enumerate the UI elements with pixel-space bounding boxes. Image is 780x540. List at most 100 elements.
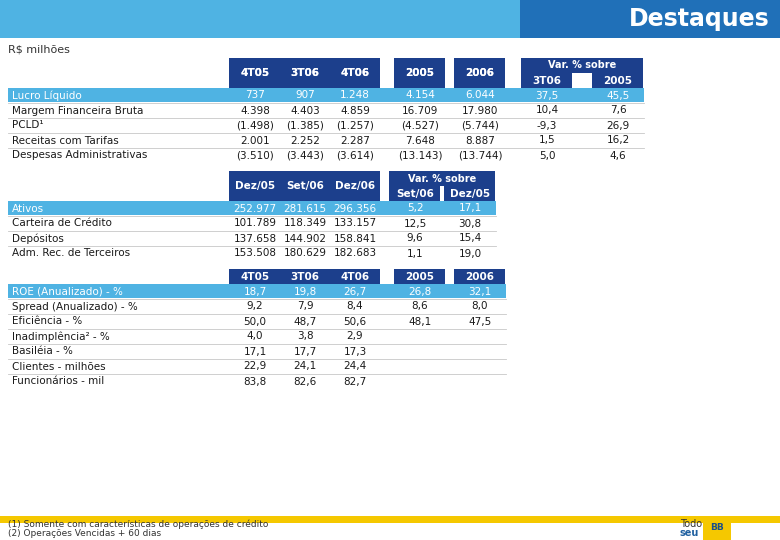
Bar	[0, 0, 780, 38]
Bar	[8, 88, 644, 102]
Text: (1) Somente com características de operações de crédito: (1) Somente com características de opera…	[8, 519, 268, 529]
Text: 101.789: 101.789	[233, 219, 276, 228]
Text: BB: BB	[710, 523, 724, 532]
Text: 82,6: 82,6	[293, 376, 317, 387]
Bar	[279, 171, 330, 201]
Text: (1.257): (1.257)	[336, 120, 374, 131]
Text: 32,1: 32,1	[468, 287, 491, 296]
Text: 4T05: 4T05	[240, 272, 270, 281]
Text: 10,4: 10,4	[535, 105, 558, 116]
Bar	[444, 186, 495, 201]
Text: Dez/06: Dez/06	[335, 181, 375, 191]
Text: Dez/05: Dez/05	[235, 181, 275, 191]
Text: (13.143): (13.143)	[398, 151, 442, 160]
Bar	[329, 171, 380, 201]
Text: 2.252: 2.252	[290, 136, 320, 145]
Text: 3,8: 3,8	[296, 332, 314, 341]
Text: Depósitos: Depósitos	[12, 233, 64, 244]
Text: (1.385): (1.385)	[286, 120, 324, 131]
Text: 24,1: 24,1	[293, 361, 317, 372]
Text: 180.629: 180.629	[283, 248, 327, 259]
Bar	[229, 58, 280, 88]
Bar	[394, 269, 445, 284]
Text: Lucro Líquido: Lucro Líquido	[12, 90, 82, 101]
Text: (13.744): (13.744)	[458, 151, 502, 160]
Text: 18,7: 18,7	[243, 287, 267, 296]
Text: 4.398: 4.398	[240, 105, 270, 116]
Text: 2,9: 2,9	[346, 332, 363, 341]
Text: PCLD¹: PCLD¹	[12, 120, 44, 131]
Text: 1.248: 1.248	[340, 91, 370, 100]
Text: 16.709: 16.709	[402, 105, 438, 116]
Text: 26,8: 26,8	[409, 287, 431, 296]
Text: ROE (Anualizado) - %: ROE (Anualizado) - %	[12, 287, 123, 296]
Text: 26,7: 26,7	[343, 287, 367, 296]
Text: 17.980: 17.980	[462, 105, 498, 116]
Text: 2.001: 2.001	[240, 136, 270, 145]
Text: 16,2: 16,2	[606, 136, 629, 145]
Text: Ativos: Ativos	[12, 204, 44, 213]
Text: 2005: 2005	[406, 68, 434, 78]
Text: 26,9: 26,9	[606, 120, 629, 131]
Text: 133.157: 133.157	[333, 219, 377, 228]
Bar	[454, 269, 505, 284]
Text: 737: 737	[245, 91, 265, 100]
Bar	[0, 516, 780, 523]
Text: 1,1: 1,1	[406, 248, 424, 259]
Text: 48,7: 48,7	[293, 316, 317, 327]
Text: 2005: 2005	[406, 272, 434, 281]
Text: Var. % sobre: Var. % sobre	[548, 60, 616, 71]
Text: 82,7: 82,7	[343, 376, 367, 387]
Text: R$ milhões: R$ milhões	[8, 45, 70, 55]
Bar	[229, 171, 280, 201]
Text: 2006: 2006	[466, 272, 495, 281]
Bar	[394, 58, 445, 88]
Text: 4.154: 4.154	[405, 91, 435, 100]
Text: Funcionários - mil: Funcionários - mil	[12, 376, 105, 387]
Text: Set/06: Set/06	[286, 181, 324, 191]
Text: 7,6: 7,6	[610, 105, 626, 116]
Text: 22,9: 22,9	[243, 361, 267, 372]
Text: (4.527): (4.527)	[401, 120, 439, 131]
Text: 8,6: 8,6	[412, 301, 428, 312]
Text: Receitas com Tarifas: Receitas com Tarifas	[12, 136, 119, 145]
Text: (5.744): (5.744)	[461, 120, 499, 131]
Text: 2005: 2005	[604, 76, 633, 85]
Text: 5,0: 5,0	[539, 151, 555, 160]
Text: 19,0: 19,0	[459, 248, 481, 259]
Text: Todo: Todo	[680, 519, 702, 529]
Text: 118.349: 118.349	[283, 219, 327, 228]
Bar	[521, 58, 643, 73]
Text: 19,8: 19,8	[293, 287, 317, 296]
Text: 4T06: 4T06	[340, 68, 370, 78]
Text: Clientes - milhões: Clientes - milhões	[12, 361, 105, 372]
Bar	[329, 269, 380, 284]
Text: 137.658: 137.658	[233, 233, 277, 244]
Text: 5,2: 5,2	[406, 204, 424, 213]
Text: seu: seu	[680, 528, 700, 538]
Text: 252.977: 252.977	[233, 204, 277, 213]
Text: 4T05: 4T05	[240, 68, 270, 78]
Text: 182.683: 182.683	[333, 248, 377, 259]
Text: 4T06: 4T06	[340, 68, 370, 78]
Text: 3T06: 3T06	[290, 68, 320, 78]
Text: Eficiência - %: Eficiência - %	[12, 316, 82, 327]
Text: 6.044: 6.044	[465, 91, 495, 100]
Text: Spread (Anualizado) - %: Spread (Anualizado) - %	[12, 301, 138, 312]
Text: Margem Financeira Bruta: Margem Financeira Bruta	[12, 105, 144, 116]
Text: 3T06: 3T06	[290, 272, 320, 281]
Text: 17,1: 17,1	[459, 204, 481, 213]
Text: 17,1: 17,1	[243, 347, 267, 356]
Text: 158.841: 158.841	[333, 233, 377, 244]
Text: (3.443): (3.443)	[286, 151, 324, 160]
Bar	[279, 269, 330, 284]
Text: 9,6: 9,6	[406, 233, 424, 244]
Text: 7,9: 7,9	[296, 301, 314, 312]
Text: Inadimplência² - %: Inadimplência² - %	[12, 331, 110, 342]
Text: 4,6: 4,6	[610, 151, 626, 160]
Text: 4,0: 4,0	[246, 332, 264, 341]
Bar	[521, 73, 572, 88]
Text: 9,2: 9,2	[246, 301, 264, 312]
Text: (2) Operações Vencidas + 60 dias: (2) Operações Vencidas + 60 dias	[8, 529, 161, 537]
Text: 17,3: 17,3	[343, 347, 367, 356]
